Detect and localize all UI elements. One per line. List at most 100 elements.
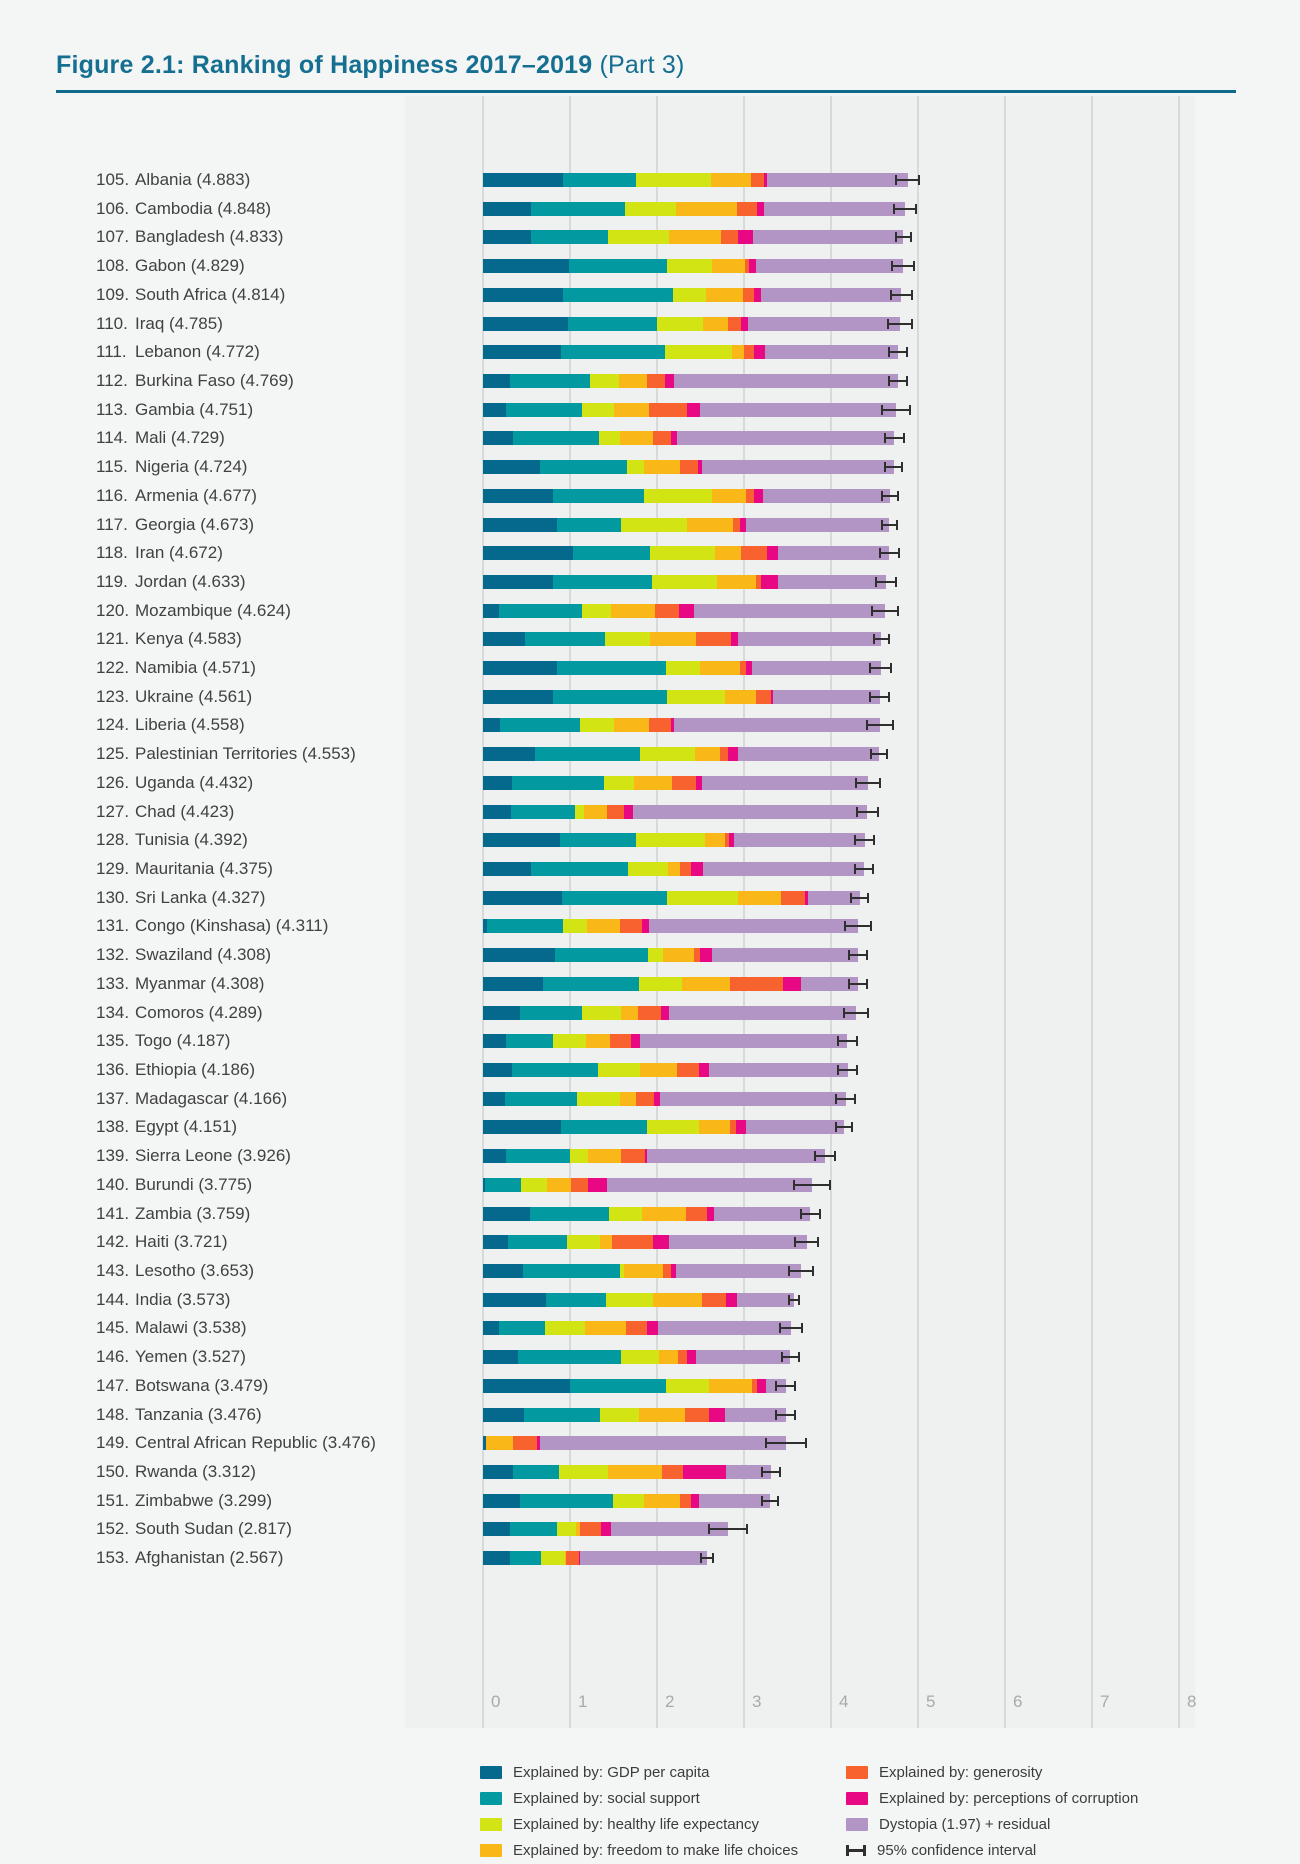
confidence-interval [813, 1151, 837, 1161]
country-rank: 137. [96, 1089, 130, 1108]
gridline-x3 [743, 96, 745, 1728]
bar-segment-social [569, 259, 667, 273]
country-label: 133. Myanmar (4.308) [96, 973, 401, 995]
country-name-score: Iran (4.672) [135, 543, 223, 562]
bar-segment-corruption [690, 862, 704, 876]
bar-segment-social [509, 1551, 542, 1565]
legend-column-left: Explained by: GDP per capita Explained by… [480, 1763, 798, 1864]
axis-tick-label: 5 [926, 1692, 936, 1711]
bar-segment-freedom [623, 1264, 664, 1278]
bar-segment-health [624, 202, 677, 216]
bar-segment-freedom [610, 604, 656, 618]
country-bar [483, 604, 885, 618]
bar-segment-gdp [483, 1063, 512, 1077]
country-label: 113. Gambia (4.751) [96, 399, 401, 421]
bar-segment-health [563, 919, 588, 933]
bar-segment-dystopia [699, 403, 897, 417]
bar-segment-social [505, 1149, 570, 1163]
country-name-score: Haiti (3.721) [135, 1232, 228, 1251]
bar-segment-dystopia [763, 489, 891, 503]
country-label: 131. Congo (Kinshasa) (4.311) [96, 915, 401, 937]
bar-segment-social [556, 661, 666, 675]
bar-segment-social [513, 1465, 559, 1479]
country-label: 130. Sri Lanka (4.327) [96, 887, 401, 909]
country-name-score: India (3.573) [135, 1290, 231, 1309]
bar-segment-dystopia [756, 259, 904, 273]
bar-segment-dystopia [606, 1178, 812, 1192]
country-label: 149. Central African Republic (3.476) [96, 1432, 401, 1454]
bar-segment-freedom [608, 1465, 663, 1479]
bar-segment-corruption [741, 317, 749, 331]
bar-segment-social [523, 1408, 600, 1422]
bar-segment-freedom [621, 1006, 638, 1020]
legend-column-right: Explained by: generosity Explained by: pe… [846, 1763, 1138, 1864]
confidence-interval [843, 1008, 870, 1018]
confidence-interval-line [763, 1500, 777, 1502]
bar-segment-dystopia [734, 833, 865, 847]
bar-segment-dystopia [772, 690, 880, 704]
country-rank: 152. [96, 1519, 130, 1538]
bar-segment-dystopia [752, 230, 904, 244]
title-rule [56, 90, 1236, 93]
bar-segment-freedom [587, 919, 621, 933]
happiness-stacked-bar-chart: 0 1 2 3 4 5 6 7 8 [405, 96, 1196, 1728]
legend-label: Dystopia (1.97) + residual [879, 1815, 1051, 1833]
legend-label: Explained by: GDP per capita [513, 1763, 710, 1781]
bar-segment-gdp [483, 345, 562, 359]
bar-segment-gdp [483, 1494, 521, 1508]
country-rank: 110. [96, 314, 128, 333]
confidence-interval-line [837, 1098, 855, 1100]
bar-segment-generosity [780, 891, 805, 905]
country-rank: 148. [96, 1405, 130, 1424]
legend-swatch-generosity [846, 1765, 868, 1779]
country-label: 129. Mauritania (4.375) [96, 858, 401, 880]
bar-segment-corruption [757, 1379, 766, 1393]
bar-segment-freedom [705, 288, 744, 302]
bar-segment-generosity [663, 1264, 671, 1278]
country-rank: 136. [96, 1060, 130, 1079]
bar-segment-health [566, 1235, 600, 1249]
bar-segment-social [511, 1063, 598, 1077]
country-rank: 149. [96, 1433, 130, 1452]
bar-segment-freedom [650, 632, 697, 646]
bar-segment-corruption [623, 805, 633, 819]
bar-segment-dystopia [694, 604, 885, 618]
figure-title-main: Figure 2.1: Ranking of Happiness 2017–20… [56, 51, 593, 79]
bar-segment-freedom [633, 776, 672, 790]
bar-segment-health [636, 833, 705, 847]
country-name-score: Palestinian Territories (4.553) [135, 744, 356, 763]
bar-segment-health [582, 403, 615, 417]
bar-segment-dystopia [702, 460, 894, 474]
country-label: 141. Zambia (3.759) [96, 1203, 401, 1225]
gridline-x0 [482, 96, 484, 1728]
bar-segment-freedom [638, 1408, 685, 1422]
country-label: 111. Lebanon (4.772) [96, 341, 401, 363]
bar-segment-corruption [630, 1034, 640, 1048]
bar-segment-generosity [570, 1178, 589, 1192]
axis-tick-label: 2 [665, 1692, 675, 1711]
country-label: 125. Palestinian Territories (4.553) [96, 743, 401, 765]
confidence-interval-line [888, 323, 911, 325]
bar-segment-generosity [565, 1551, 579, 1565]
country-rank: 145. [96, 1318, 130, 1337]
bar-segment-social [520, 1494, 613, 1508]
confidence-interval [881, 405, 912, 415]
country-bar [483, 833, 865, 847]
bar-segment-corruption [690, 1494, 699, 1508]
bar-segment-corruption [753, 288, 762, 302]
country-name-score: Zimbabwe (3.299) [135, 1491, 273, 1510]
bar-segment-health [672, 288, 706, 302]
country-bar [483, 317, 900, 331]
country-label: 110. Iraq (4.785) [96, 313, 401, 335]
bar-segment-gdp [483, 1092, 505, 1106]
country-rank: 140. [96, 1175, 130, 1194]
bar-segment-corruption [687, 403, 700, 417]
country-name-score: Nigeria (4.724) [135, 457, 248, 476]
bar-segment-health [664, 345, 732, 359]
country-label: 139. Sierra Leone (3.926) [96, 1145, 401, 1167]
confidence-interval [799, 1209, 821, 1219]
gridline-x6 [1004, 96, 1006, 1728]
legend-swatch-health [480, 1817, 502, 1831]
country-bar [483, 1006, 857, 1020]
confidence-interval [780, 1352, 800, 1362]
